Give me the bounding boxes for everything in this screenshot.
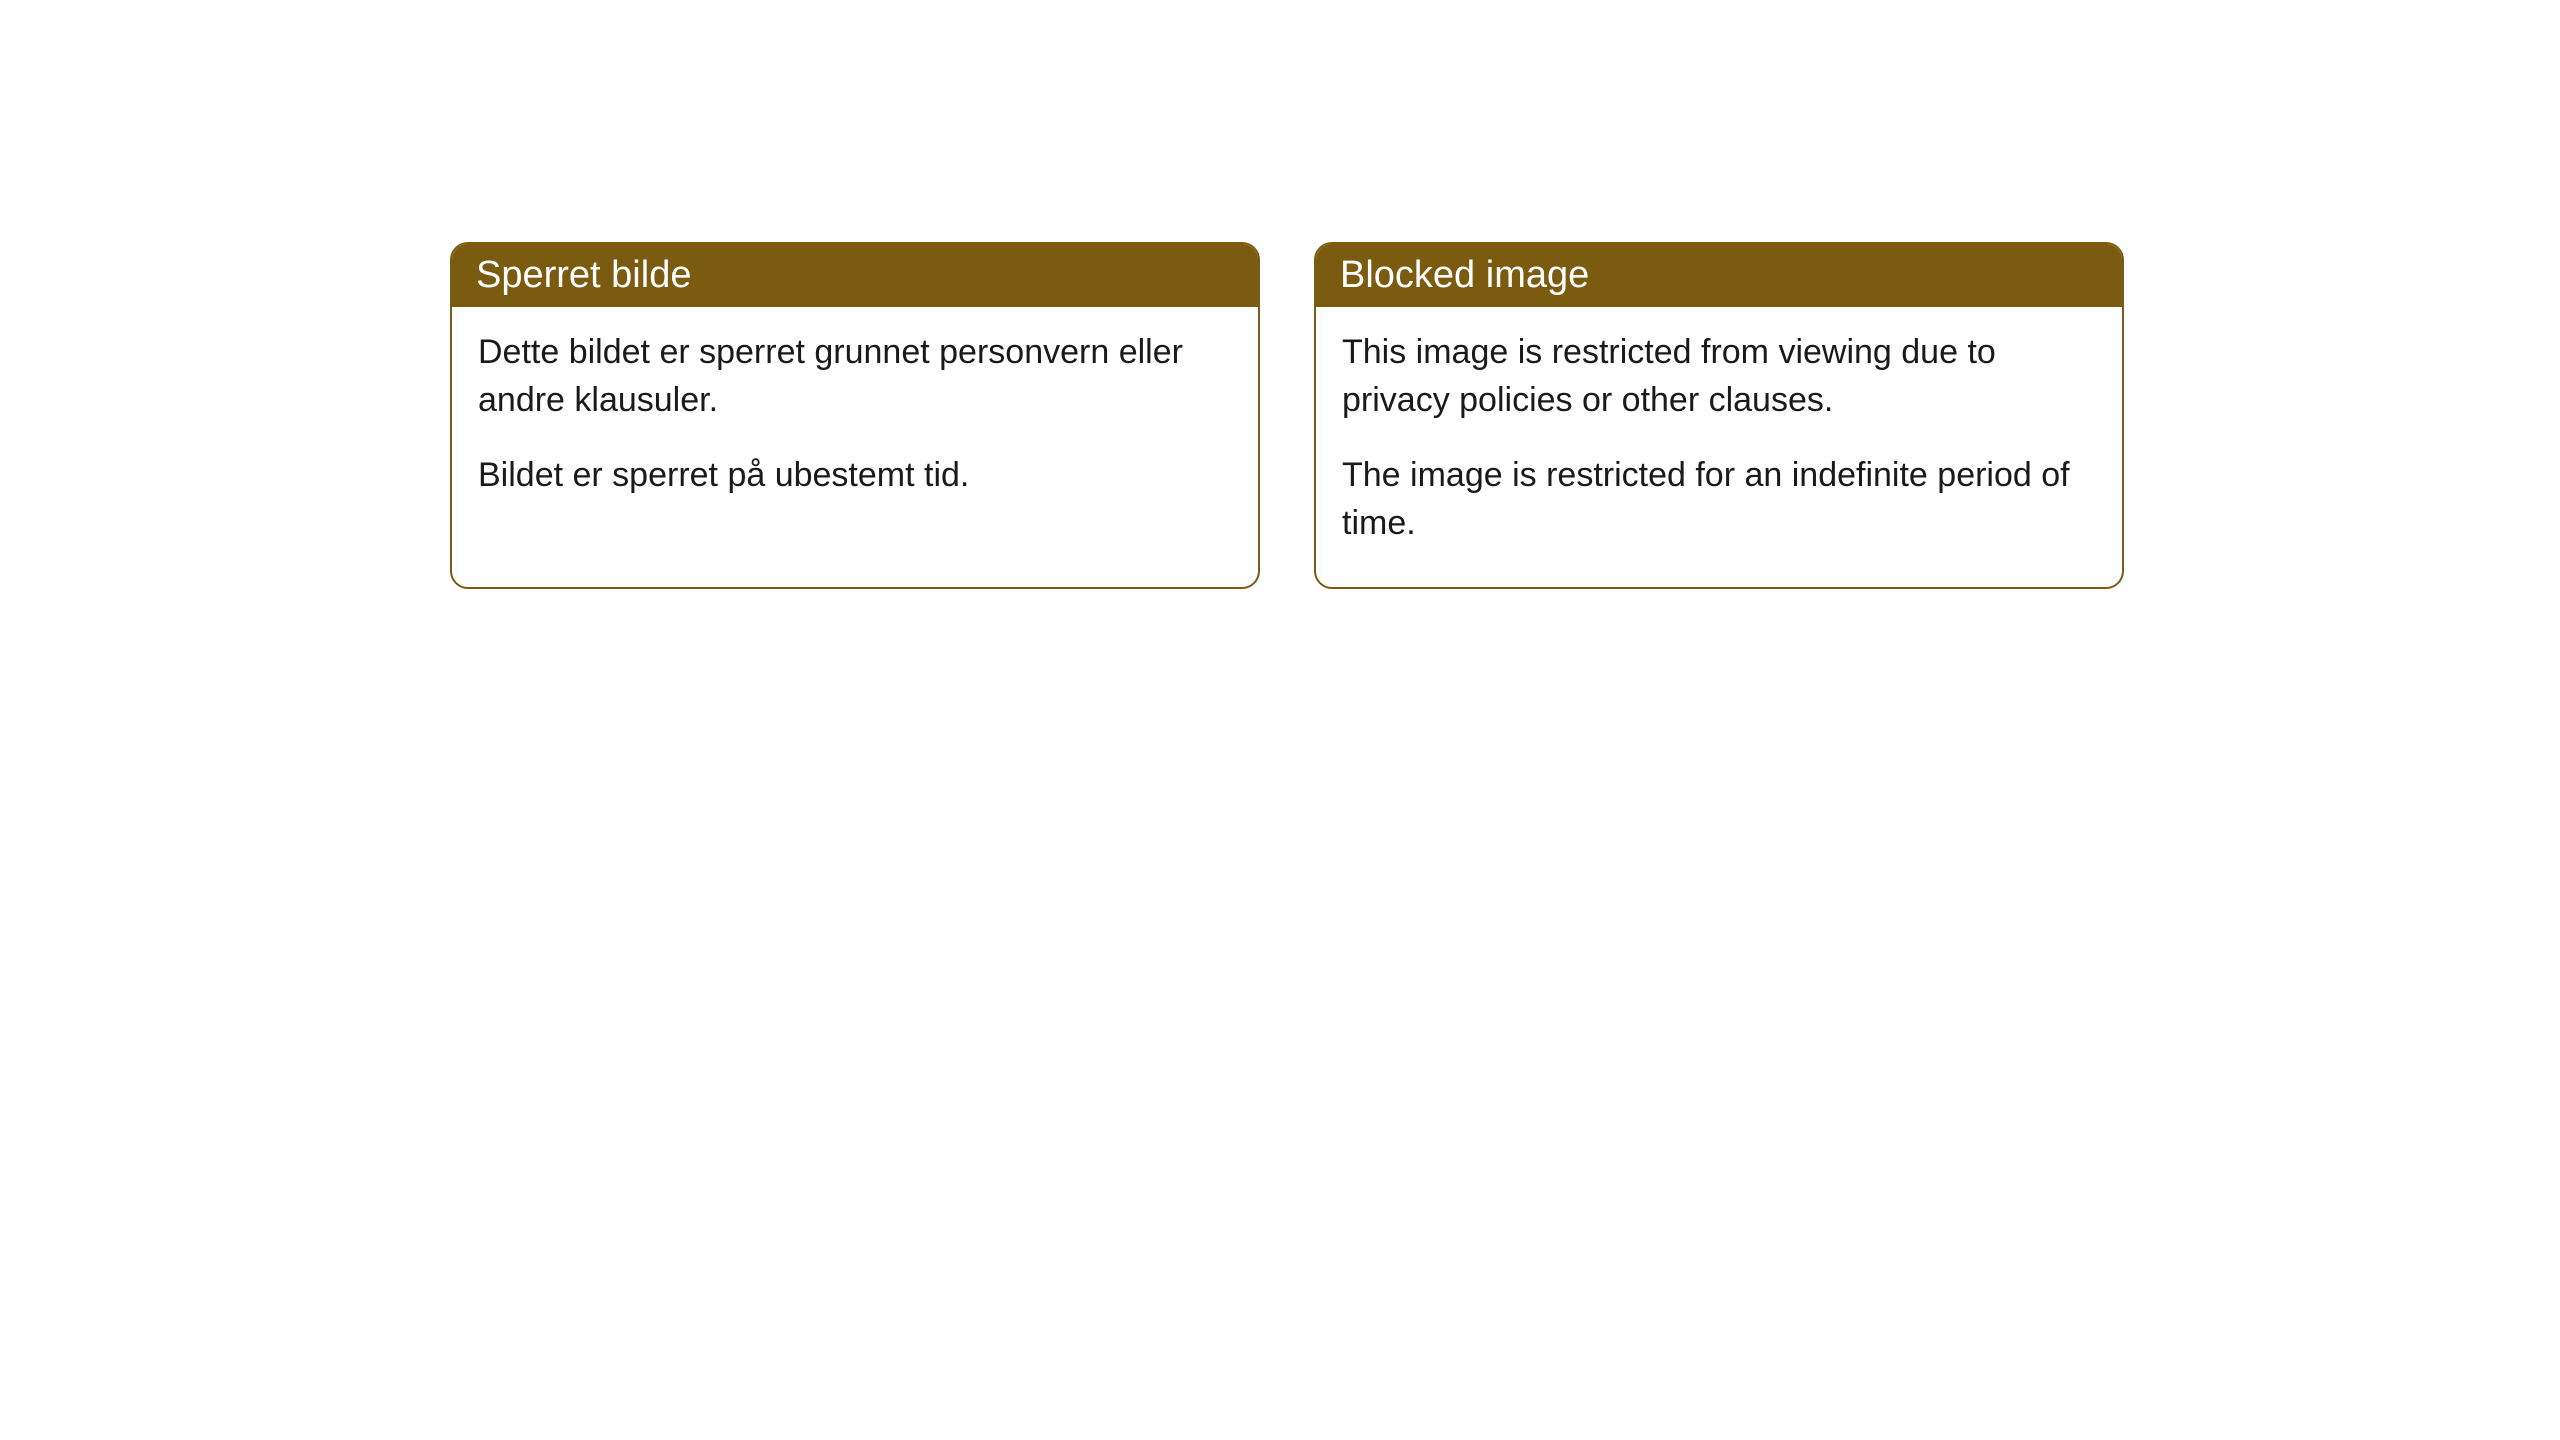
card-paragraph-2-norwegian: Bildet er sperret på ubestemt tid. [478, 452, 1232, 500]
notice-container: Sperret bilde Dette bildet er sperret gr… [0, 0, 2560, 589]
card-title-english: Blocked image [1316, 244, 2122, 307]
card-body-norwegian: Dette bildet er sperret grunnet personve… [452, 307, 1258, 540]
blocked-image-card-norwegian: Sperret bilde Dette bildet er sperret gr… [450, 242, 1260, 589]
card-paragraph-2-english: The image is restricted for an indefinit… [1342, 452, 2096, 547]
blocked-image-card-english: Blocked image This image is restricted f… [1314, 242, 2124, 589]
card-body-english: This image is restricted from viewing du… [1316, 307, 2122, 587]
card-paragraph-1-norwegian: Dette bildet er sperret grunnet personve… [478, 329, 1232, 424]
card-paragraph-1-english: This image is restricted from viewing du… [1342, 329, 2096, 424]
card-title-norwegian: Sperret bilde [452, 244, 1258, 307]
